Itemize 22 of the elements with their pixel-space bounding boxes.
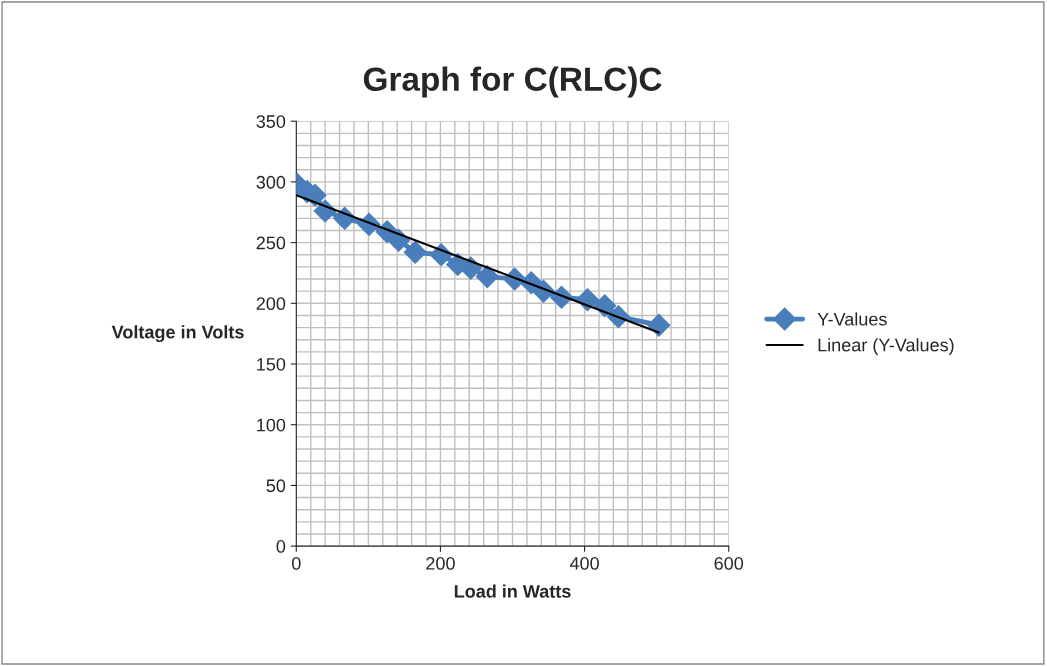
x-tick-label: 0 bbox=[291, 557, 301, 570]
x-tick-label: 600 bbox=[714, 557, 744, 570]
y-tick-label: 100 bbox=[257, 418, 286, 432]
chart-title: Graph for C(RLC)C bbox=[363, 66, 662, 98]
y-tick-label: 0 bbox=[276, 540, 286, 553]
point bbox=[459, 256, 483, 280]
legend-label: Linear (Y-Values) bbox=[818, 338, 954, 355]
point bbox=[593, 294, 617, 318]
point bbox=[403, 240, 427, 264]
y-tick-label: 50 bbox=[266, 479, 286, 493]
legend-label: Y-Values bbox=[817, 312, 887, 326]
x-tick-label: 400 bbox=[569, 557, 599, 570]
point bbox=[647, 313, 671, 337]
x-axis-title: Load in Watts bbox=[454, 584, 571, 598]
y-tick-label: 350 bbox=[256, 115, 286, 128]
y-tick-label: 200 bbox=[256, 297, 286, 311]
y-axis-title: Voltage in Volts bbox=[111, 325, 244, 343]
point bbox=[475, 265, 499, 289]
y-tick-label: 300 bbox=[256, 175, 286, 189]
x-tick-label: 200 bbox=[426, 557, 455, 570]
y-tick-label: 250 bbox=[256, 236, 286, 250]
y-tick-label: 150 bbox=[257, 357, 286, 371]
